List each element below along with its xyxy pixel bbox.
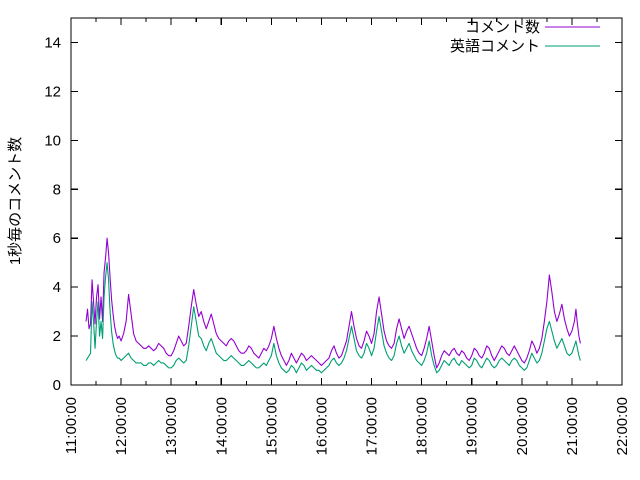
series-line-comment-count [85,237,581,369]
series-line-english-comment [85,262,581,374]
y-tick-label: 4 [53,279,61,296]
y-tick-label: 0 [53,377,61,394]
x-tick-label: 21:00:00 [564,397,581,455]
y-tick-label: 8 [53,181,61,198]
x-axis-ticks: 11:00:00 12:00:00 13:00:00 14:00:00 15:00:00… [63,18,631,455]
y-axis-title: 1秒毎のコメント数 [7,137,24,265]
y-tick-label: 2 [53,328,61,345]
x-tick-label: 17:00:00 [364,397,381,455]
y-tick-label: 6 [53,230,61,247]
x-tick-label: 15:00:00 [263,397,280,455]
y-axis-ticks: 0 2 4 6 8 10 12 14 [44,34,622,394]
x-tick-label: 16:00:00 [313,397,330,455]
legend-label: 英語コメント [450,37,540,55]
data-series-group [85,237,581,374]
y-tick-label: 14 [44,34,61,51]
x-tick-label: 20:00:00 [514,397,531,455]
y-tick-label: 12 [44,83,61,100]
x-tick-label: 14:00:00 [213,397,230,455]
x-tick-label: 22:00:00 [614,397,631,455]
x-tick-label: 19:00:00 [464,397,481,455]
x-tick-label: 13:00:00 [163,397,180,455]
x-tick-label: 11:00:00 [63,397,80,454]
y-tick-label: 10 [44,132,61,149]
x-tick-label: 18:00:00 [414,397,431,455]
legend-label: コメント数 [465,19,540,36]
x-tick-label: 12:00:00 [113,397,130,455]
